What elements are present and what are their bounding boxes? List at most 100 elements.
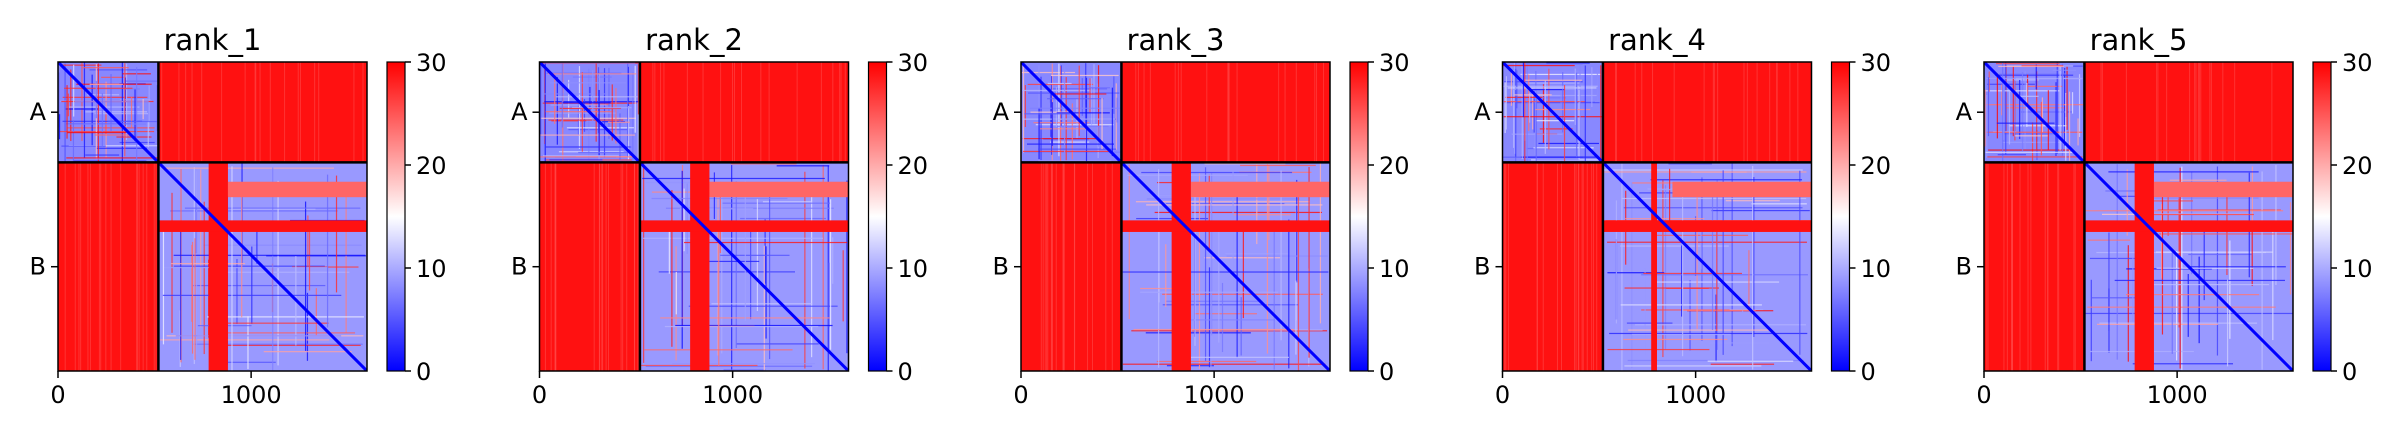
y-tick-label: A	[511, 98, 528, 126]
texture-stripe	[545, 111, 612, 113]
texture-stripe	[1308, 166, 1310, 358]
texture-stripe	[1529, 88, 1565, 91]
texture-stripe	[1526, 63, 1528, 163]
texture-stripe	[1204, 163, 1286, 165]
texture-stripe	[244, 62, 246, 163]
texture-stripe	[643, 163, 645, 363]
texture-stripe	[1505, 76, 1508, 130]
texture-stripe	[1218, 227, 1220, 343]
texture-stripe	[1715, 294, 1717, 362]
texture-stripe	[1533, 147, 1594, 149]
texture-stripe	[1615, 62, 1617, 163]
texture-stripe	[1174, 62, 1176, 163]
texture-stripe	[136, 67, 138, 163]
texture-stripe	[1137, 62, 1139, 163]
texture-stripe	[254, 62, 256, 163]
colorbar-tick-label: 30	[2342, 49, 2373, 77]
texture-stripe	[549, 82, 627, 84]
texture-stripe	[543, 93, 606, 95]
texture-stripe	[1044, 162, 1046, 371]
texture-stripe	[1753, 176, 1755, 337]
texture-stripe	[763, 245, 765, 371]
texture-stripe	[1644, 268, 1646, 355]
texture-stripe	[1797, 62, 1799, 163]
texture-stripe	[683, 241, 848, 244]
texture-stripe	[1295, 62, 1297, 163]
texture-stripe	[1323, 62, 1325, 163]
texture-stripe	[1713, 62, 1715, 163]
y-tick-label: B	[30, 253, 46, 281]
texture-stripe	[1789, 62, 1791, 163]
texture-stripe	[1620, 304, 1762, 306]
axes-frame	[57, 61, 368, 372]
texture-stripe	[1208, 174, 1210, 251]
texture-stripe	[2017, 95, 2039, 97]
texture-stripe	[544, 101, 639, 103]
texture-stripe	[671, 190, 673, 347]
texture-stripe	[2156, 62, 2158, 163]
texture-stripe	[644, 349, 793, 351]
texture-stripe	[1131, 330, 1328, 332]
texture-stripe	[1984, 89, 1986, 147]
texture-stripe	[2030, 162, 2032, 371]
texture-stripe	[2008, 88, 2011, 145]
texture-stripe	[1701, 177, 1703, 341]
texture-stripe	[2005, 62, 2007, 155]
texture-stripe	[1591, 67, 1593, 108]
texture-stripe	[318, 62, 320, 163]
texture-stripe	[607, 121, 630, 123]
texture-stripe	[1040, 162, 1042, 371]
texture-stripe	[259, 62, 261, 163]
texture-stripe	[1516, 70, 1518, 109]
texture-stripe	[722, 202, 831, 204]
texture-stripe	[1165, 244, 1167, 308]
band-horizontal	[1602, 220, 1812, 232]
texture-stripe	[688, 305, 838, 307]
texture-stripe	[2077, 118, 2079, 146]
texture-stripe	[1986, 131, 2083, 133]
texture-stripe	[1033, 122, 1090, 124]
texture-stripe	[675, 271, 677, 315]
texture-stripe	[1039, 128, 1087, 130]
texture-stripe	[762, 201, 813, 203]
texture-stripe	[1236, 185, 1238, 358]
texture-stripe	[1194, 313, 1257, 315]
texture-stripe	[110, 162, 112, 371]
texture-stripe	[1063, 66, 1066, 154]
colorbar-tick-label: 0	[1861, 358, 1876, 386]
texture-stripe	[1513, 70, 1515, 148]
texture-stripe	[2216, 166, 2219, 356]
texture-stripe	[1089, 87, 1111, 89]
texture-stripe	[2108, 232, 2110, 331]
texture-stripe	[1711, 209, 1810, 212]
texture-stripe	[549, 159, 603, 161]
texture-stripe	[622, 162, 624, 371]
texture-stripe	[1600, 65, 1602, 163]
texture-stripe	[2027, 85, 2063, 87]
heatmap-panel-4: rank_4 0 1000 A B 0 10 20 30	[1474, 23, 1891, 409]
texture-stripe	[1062, 162, 1064, 371]
texture-stripe	[1055, 162, 1057, 371]
texture-stripe	[2234, 62, 2236, 163]
texture-stripe	[583, 98, 586, 132]
texture-stripe	[545, 146, 631, 148]
texture-stripe	[142, 99, 144, 120]
texture-stripe	[637, 64, 640, 115]
chart-title: rank_4	[1608, 23, 1706, 57]
texture-stripe	[1514, 62, 1516, 154]
texture-stripe	[2169, 179, 2227, 181]
texture-stripe	[185, 62, 187, 163]
texture-stripe	[160, 339, 330, 341]
texture-stripe	[1529, 92, 1531, 123]
texture-stripe	[2078, 74, 2081, 138]
axes-frame	[1501, 61, 1813, 372]
texture-stripe	[2006, 162, 2008, 371]
texture-stripe	[194, 238, 196, 360]
texture-stripe	[1178, 319, 1275, 321]
texture-stripe	[1206, 62, 1208, 163]
colorbar: 0 10 20 30	[386, 49, 447, 386]
texture-stripe	[1641, 274, 1808, 276]
colorbar-gradient	[2312, 61, 2332, 372]
texture-stripe	[1560, 85, 1562, 138]
